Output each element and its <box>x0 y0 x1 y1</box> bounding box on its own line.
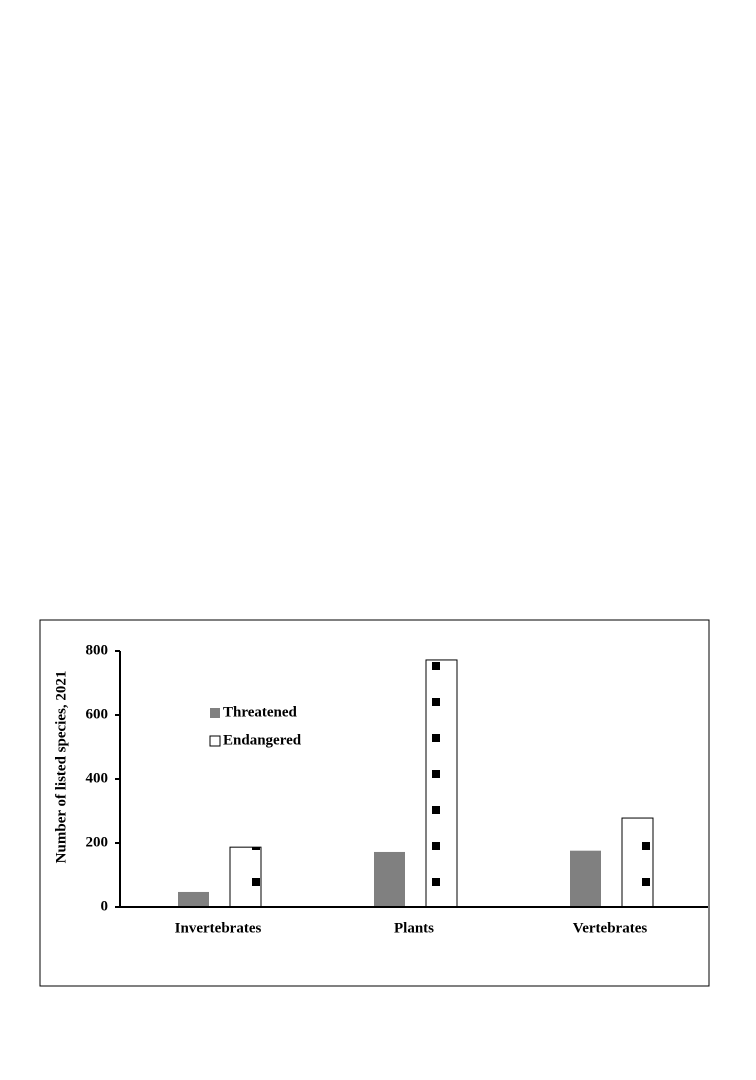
bar <box>425 659 458 908</box>
y-tick-label: 800 <box>86 642 109 658</box>
y-tick-label: 200 <box>86 834 109 850</box>
bar <box>621 817 654 908</box>
legend-swatch <box>210 708 220 718</box>
x-tick-label: Invertebrates <box>175 920 262 936</box>
y-tick-label: 0 <box>101 898 109 914</box>
bar <box>570 850 601 907</box>
y-axis-label: Number of listed species, 2021 <box>53 671 69 864</box>
legend-label: Endangered <box>223 732 302 748</box>
legend-swatch <box>209 735 221 747</box>
bar <box>178 891 209 907</box>
y-tick-label: 400 <box>86 770 109 786</box>
bar <box>229 846 262 908</box>
x-tick-label: Plants <box>394 920 434 936</box>
x-tick-label: Vertebrates <box>573 920 648 936</box>
legend-label: Threatened <box>223 704 298 720</box>
bar <box>374 851 405 907</box>
chart-frame <box>39 619 710 987</box>
y-tick-label: 600 <box>86 706 109 722</box>
